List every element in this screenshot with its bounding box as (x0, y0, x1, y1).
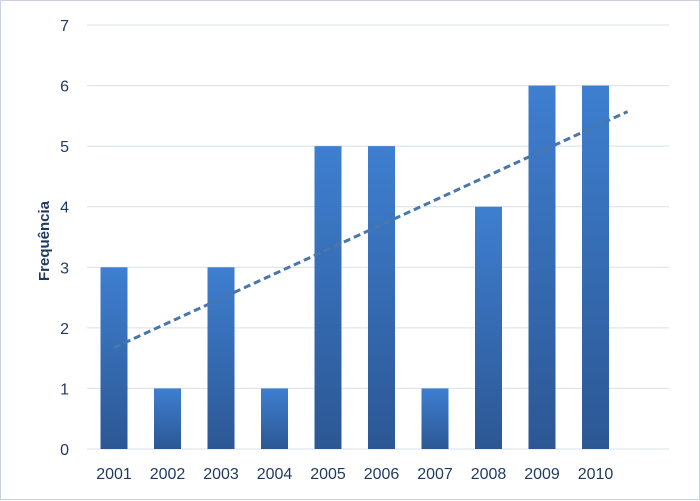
x-tick-label: 2007 (417, 466, 453, 483)
bar-2001 (100, 267, 128, 449)
x-tick-label: 2002 (150, 466, 186, 483)
x-tick-label: 2003 (203, 466, 239, 483)
y-tick-label: 1 (60, 381, 69, 398)
bar-2003 (207, 267, 235, 449)
bar-2009 (528, 85, 556, 450)
x-tick-label: 2001 (96, 466, 132, 483)
y-axis-title: Frequência (36, 200, 53, 281)
y-tick-label: 0 (60, 442, 69, 459)
y-tick-label: 7 (60, 18, 69, 35)
x-tick-label: 2010 (578, 466, 614, 483)
x-tick-label: 2006 (364, 466, 400, 483)
bar-2006 (368, 146, 395, 449)
y-tick-label: 5 (60, 139, 69, 156)
x-tick-label: 2009 (524, 466, 560, 483)
x-tick-label: 2008 (471, 466, 507, 483)
x-axis-ticks: 2001 2002 2003 2004 2005 2006 2007 2008 2009 2010 (96, 466, 613, 483)
y-axis-ticks: 0 1 2 3 4 5 6 7 (60, 18, 69, 459)
bar-2008 (475, 206, 502, 449)
bar-2002 (154, 388, 181, 449)
y-tick-label: 4 (60, 200, 69, 217)
y-tick-label: 6 (60, 79, 69, 96)
bar-2010 (582, 85, 609, 450)
bars (100, 85, 609, 450)
y-tick-label: 3 (60, 260, 69, 277)
y-tick-label: 2 (60, 321, 69, 338)
trendline (113, 110, 629, 350)
trendline-layer (113, 110, 629, 350)
x-tick-label: 2005 (310, 466, 346, 483)
bar-2004 (261, 388, 288, 449)
x-tick-label: 2004 (257, 466, 293, 483)
bar-2007 (421, 388, 449, 449)
bar-2005 (314, 146, 342, 449)
